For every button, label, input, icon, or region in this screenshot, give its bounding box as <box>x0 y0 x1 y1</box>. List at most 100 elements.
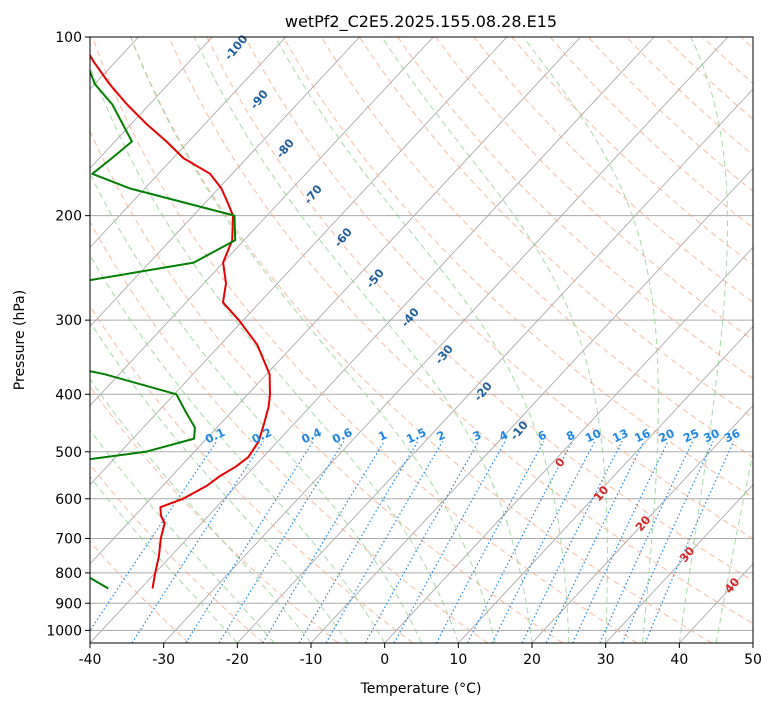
mixing-ratio-line <box>298 440 419 643</box>
dry-adiabat-line <box>282 37 753 499</box>
mixing-ratio-line <box>325 440 444 643</box>
moist-adiabat-line <box>90 172 422 643</box>
dry-adiabat-line <box>549 37 753 229</box>
isotherm-line <box>605 484 753 643</box>
mixing-ratio-label: 20 <box>656 426 676 445</box>
mixing-ratio-line <box>466 441 573 643</box>
mixing-ratio-line <box>364 441 480 643</box>
dry-adiabat-line <box>168 37 753 625</box>
dry-adiabat-line <box>740 37 753 49</box>
isotherm-line <box>90 37 508 486</box>
isotherm-line <box>90 37 360 328</box>
mixing-ratio-label: 0.6 <box>330 425 354 446</box>
dry-adiabat-line <box>90 463 264 643</box>
x-tick-label: 10 <box>449 652 467 668</box>
mixing-ratio-line <box>435 441 545 643</box>
dry-adiabat-label: -60 <box>331 225 355 250</box>
dry-adiabat-line <box>702 37 753 85</box>
isotherm-line <box>0 37 65 643</box>
dry-adiabat-label: -10 <box>507 418 531 443</box>
moist-adiabat-line <box>381 37 608 643</box>
isotherm-line <box>458 325 753 643</box>
dewpoint-line <box>90 68 237 590</box>
mixing-ratio-line <box>393 441 506 643</box>
dry-adiabat-label: -70 <box>301 182 325 207</box>
moist-adiabat-line <box>523 37 659 643</box>
y-tick-label: 900 <box>55 596 82 612</box>
y-tick-label: 600 <box>55 492 82 508</box>
x-axis-label: Temperature (°C) <box>360 681 482 697</box>
dry-adiabat-line <box>206 37 753 582</box>
mixing-ratio-line <box>185 440 314 643</box>
dry-adiabat-line <box>90 385 339 643</box>
isotherm-line <box>752 642 753 643</box>
mixing-ratio-label: 1 <box>376 428 389 444</box>
isotherm-line <box>90 37 581 565</box>
mixing-ratio-line <box>521 441 623 643</box>
moist-adiabat-line <box>90 321 349 643</box>
y-tick-label: 300 <box>55 313 82 329</box>
isotherm-line <box>163 37 729 643</box>
mixing-ratio-label: 30 <box>701 426 721 445</box>
y-tick-label: 200 <box>55 209 82 225</box>
x-tick-label: -40 <box>79 652 102 668</box>
dry-adiabat-label: -30 <box>432 342 456 367</box>
mixing-ratio-label: 8 <box>564 428 577 444</box>
isotherm-line <box>310 167 753 643</box>
mixing-ratio-label: 13 <box>610 426 630 445</box>
dry-adiabat-line <box>90 540 190 643</box>
moist-adiabat-line <box>130 37 496 643</box>
isotherm-line <box>90 37 655 643</box>
moist-adiabat-line <box>193 37 533 643</box>
mixing-ratio-label: 2 <box>434 428 447 444</box>
dry-adiabat-line <box>130 37 712 643</box>
mixing-ratio-label: 10 <box>583 426 603 445</box>
x-tick-label: -20 <box>226 652 249 668</box>
temperature-line <box>90 53 271 589</box>
moist-adiabat-line <box>715 450 753 643</box>
dry-adiabat-line <box>397 37 753 380</box>
mixing-ratio-line <box>545 441 645 643</box>
x-tick-label: 40 <box>670 652 688 668</box>
plot-frame <box>89 36 754 644</box>
moist-adiabat-label: 0 <box>552 455 568 470</box>
moist-adiabat-line <box>274 37 570 643</box>
y-tick-label: 400 <box>55 387 82 403</box>
moist-adiabat-line <box>90 476 238 643</box>
mixing-ratio-line <box>621 441 714 643</box>
mixing-ratio-label: 0.2 <box>249 425 273 446</box>
dry-adiabat-line <box>90 304 414 643</box>
dry-adiabat-line <box>90 220 488 643</box>
moist-adiabat-line <box>90 429 275 643</box>
mixing-ratio-line <box>644 441 735 643</box>
mixing-ratio-line <box>572 441 669 643</box>
mixing-ratio-label: 1.5 <box>404 425 428 446</box>
mixing-ratio-label: 6 <box>536 428 549 444</box>
y-tick-label: 500 <box>55 445 82 461</box>
isotherm-line <box>237 88 753 643</box>
x-tick-label: 0 <box>380 652 389 668</box>
mixing-ratio-line <box>599 441 694 643</box>
y-tick-label: 800 <box>55 566 82 582</box>
dry-adiabat-line <box>320 37 753 458</box>
mixing-ratio-label: 0.4 <box>299 425 323 446</box>
dry-adiabat-line <box>435 37 753 341</box>
mixing-ratio-line <box>262 440 385 643</box>
mixing-ratio-line <box>218 440 345 643</box>
moist-adiabat-label: 10 <box>590 483 611 504</box>
mixing-ratio-label: 16 <box>632 426 652 445</box>
isotherm-line <box>531 404 753 643</box>
mixing-ratio-line <box>131 440 264 643</box>
chart-title: wetPf2_C2E5.2025.155.08.28.E15 <box>285 12 557 32</box>
isotherm-line <box>90 37 213 169</box>
dry-adiabat-line <box>244 37 753 540</box>
dry-adiabat-label: -50 <box>363 266 387 291</box>
x-tick-label: 30 <box>597 652 615 668</box>
y-tick-label: 100 <box>55 30 82 46</box>
mixing-ratio-label: 0.1 <box>203 425 227 446</box>
x-tick-label: 20 <box>523 652 541 668</box>
dry-adiabat-label: -80 <box>273 136 297 161</box>
mixing-ratio-label: 36 <box>722 426 742 445</box>
y-axis-label: Pressure (hPa) <box>12 290 28 390</box>
